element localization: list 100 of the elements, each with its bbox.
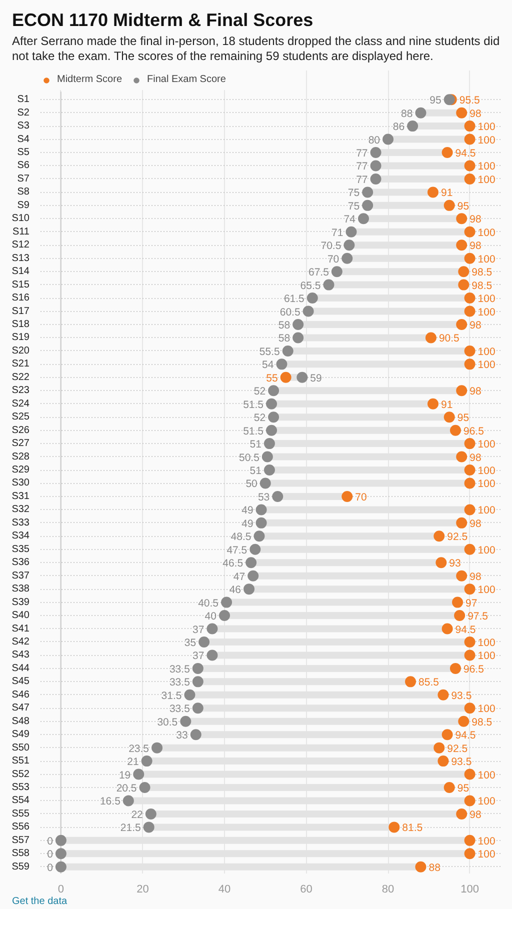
point	[415, 107, 426, 118]
point	[323, 279, 334, 290]
point	[362, 200, 374, 211]
data-label: 100	[478, 292, 496, 305]
data-label: 33.5	[169, 676, 190, 689]
point	[464, 768, 476, 780]
y-tick-label: S31	[12, 490, 30, 502]
y-tick-label: S35	[12, 544, 30, 555]
y-tick-label: S9	[17, 200, 30, 211]
data-label: 37	[192, 650, 204, 662]
point	[464, 848, 476, 860]
data-label: 20.5	[116, 782, 137, 794]
data-label: 75	[348, 200, 360, 212]
point	[264, 438, 275, 449]
point	[302, 306, 314, 317]
y-tick-label: S50	[12, 742, 30, 754]
data-label: 88	[428, 862, 441, 874]
data-label: 98.5	[472, 280, 492, 292]
point	[246, 557, 257, 568]
point	[262, 451, 273, 462]
data-label: 98	[470, 452, 482, 464]
data-label: 77	[356, 147, 368, 160]
point	[192, 702, 204, 714]
point	[458, 266, 470, 277]
point	[450, 662, 461, 674]
y-tick-label: S21	[12, 358, 30, 370]
y-tick-label: S6	[17, 160, 30, 172]
data-label: 51	[250, 438, 262, 450]
data-label: 91	[440, 187, 453, 200]
y-tick-label: S3	[17, 120, 30, 132]
data-label: 98	[470, 386, 482, 398]
point	[388, 822, 400, 833]
point	[55, 861, 66, 872]
y-tick-label: S20	[12, 345, 30, 356]
point	[464, 160, 476, 172]
point	[55, 834, 66, 846]
y-tick-label: S47	[12, 702, 30, 714]
point	[260, 478, 271, 489]
point	[370, 146, 382, 158]
data-label: 52	[254, 412, 266, 424]
point	[464, 120, 476, 132]
data-label: 96.5	[463, 425, 484, 438]
data-label: 61.5	[284, 292, 305, 305]
y-tick-label: S27	[12, 438, 30, 449]
point	[218, 610, 230, 621]
data-label: 93.5	[451, 690, 472, 702]
y-tick-label: S45	[12, 676, 30, 688]
point	[331, 266, 342, 277]
point	[456, 213, 468, 224]
point	[456, 570, 468, 582]
data-label: 70.5	[320, 240, 342, 252]
data-label: 100	[478, 703, 496, 716]
point	[139, 782, 150, 793]
point	[143, 822, 154, 833]
point	[292, 318, 304, 330]
data-label: 81.5	[402, 822, 423, 834]
y-tick-label: S39	[12, 596, 30, 608]
data-label: 77	[356, 160, 368, 173]
y-tick-label: S37	[12, 570, 30, 582]
y-tick-label: S53	[12, 782, 30, 793]
y-tick-label: S12	[12, 240, 30, 251]
point	[464, 438, 476, 449]
y-tick-label: S17	[12, 306, 30, 317]
data-label: 94.5	[455, 147, 476, 160]
data-label: 95	[457, 200, 470, 212]
point	[296, 372, 308, 383]
point	[464, 134, 476, 145]
point	[442, 623, 453, 634]
y-tick-label: S25	[12, 411, 30, 422]
y-tick-label: S48	[12, 716, 30, 727]
data-label: 58	[278, 332, 290, 345]
y-tick-label: S1	[17, 94, 30, 105]
data-label: 93	[449, 558, 462, 570]
point	[250, 544, 261, 555]
point	[436, 557, 447, 568]
legend-label: Final Exam Score	[147, 74, 226, 86]
point	[405, 676, 416, 688]
data-label: 95	[430, 94, 442, 106]
data-label: 100	[478, 120, 496, 133]
data-label: 98.5	[472, 266, 492, 278]
y-tick-label: S58	[12, 848, 30, 860]
point	[198, 636, 210, 648]
data-label: 100	[478, 464, 496, 477]
data-label: 67.5	[308, 266, 330, 278]
point	[268, 412, 280, 422]
point	[206, 650, 218, 661]
point	[244, 583, 255, 594]
point	[456, 808, 468, 820]
point	[184, 689, 196, 700]
y-tick-label: S52	[12, 768, 30, 780]
point	[444, 200, 455, 211]
y-tick-label: S59	[12, 861, 30, 872]
point	[464, 636, 476, 648]
x-tick-label: 60	[300, 883, 312, 896]
data-label: 100	[478, 848, 496, 861]
point	[282, 345, 294, 356]
y-tick-label: S7	[17, 173, 30, 184]
data-label: 55.5	[259, 346, 280, 358]
data-label: 98	[470, 108, 482, 120]
point	[292, 332, 304, 344]
